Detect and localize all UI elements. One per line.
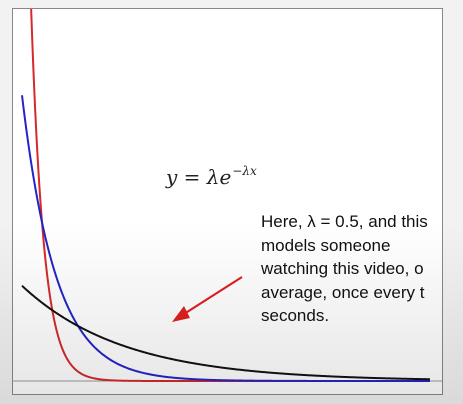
annotation-arrow	[183, 276, 243, 315]
annotation-line: watching this video, o	[261, 259, 424, 278]
annotation: Here, λ = 0.5, and this models someone w…	[261, 210, 463, 328]
formula: y = λe−λx	[166, 164, 257, 189]
arrow-head-icon	[172, 306, 190, 322]
formula-base: y = λe	[166, 165, 232, 189]
annotation-line: Here, λ = 0.5, and this	[261, 212, 428, 231]
series-line-1	[21, 95, 430, 382]
series-line-2	[21, 285, 431, 381]
annotation-line: seconds.	[261, 306, 330, 325]
series-layer	[21, 9, 431, 382]
annotation-line: average, once every t	[261, 282, 425, 302]
annotation-line: models someone	[261, 235, 391, 255]
formula-exponent: −λx	[232, 164, 257, 178]
plot-frame	[12, 8, 443, 395]
